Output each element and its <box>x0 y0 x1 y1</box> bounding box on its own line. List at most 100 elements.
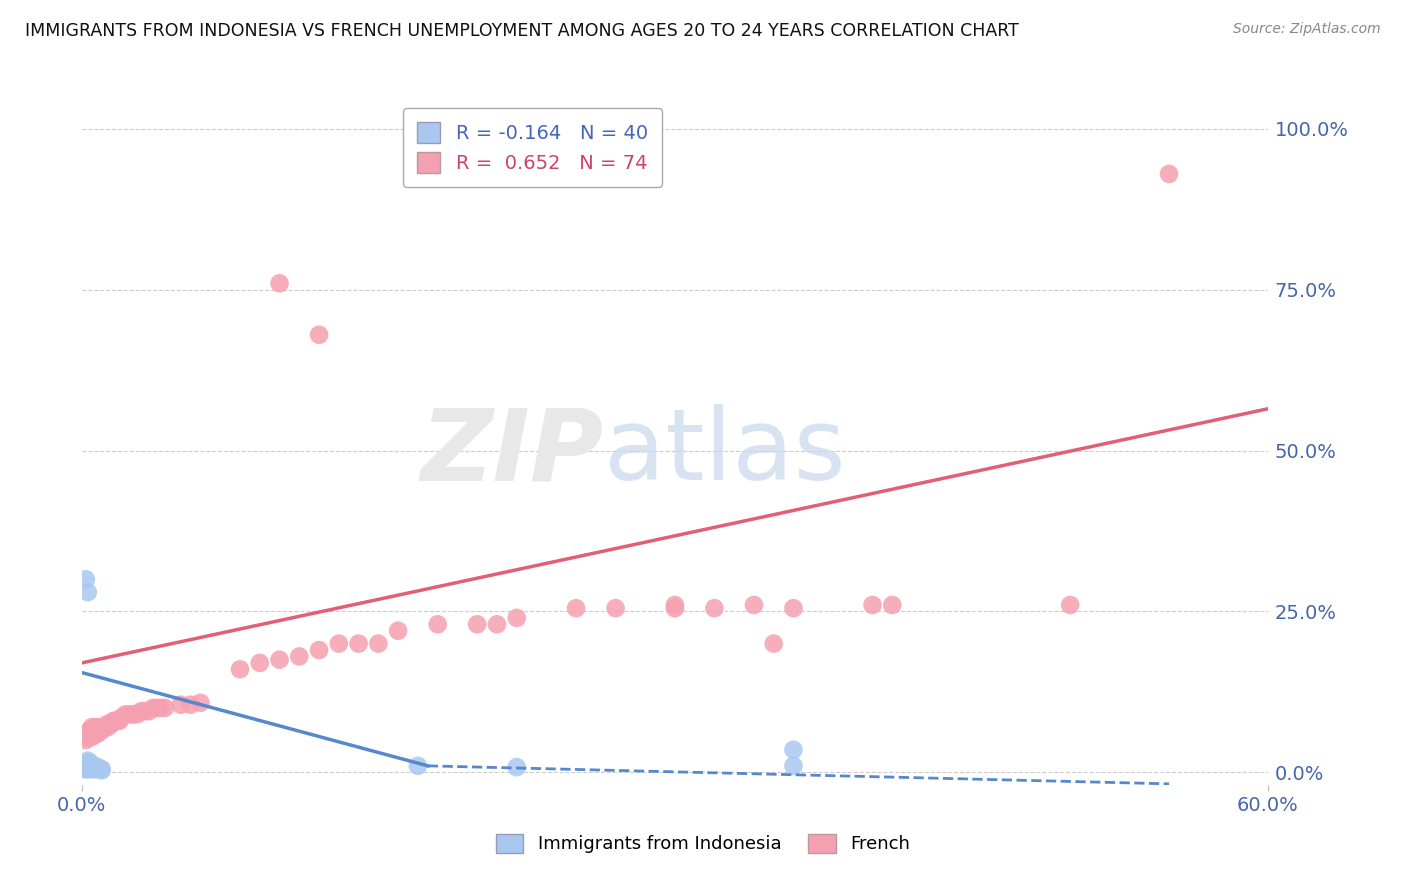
Point <box>86 760 108 774</box>
Point <box>153 701 176 715</box>
Point <box>90 723 112 738</box>
Point <box>76 730 98 744</box>
Point <box>79 762 101 776</box>
Legend: R = -0.164   N = 40, R =  0.652   N = 74: R = -0.164 N = 40, R = 0.652 N = 74 <box>404 109 662 186</box>
Point <box>406 759 429 773</box>
Point <box>782 601 804 615</box>
Point <box>75 757 97 772</box>
Point <box>142 701 165 715</box>
Point <box>93 720 115 734</box>
Point <box>80 760 103 774</box>
Point <box>180 698 202 712</box>
Point <box>79 723 101 738</box>
Point <box>103 714 125 728</box>
Point <box>269 653 291 667</box>
Point <box>506 760 529 774</box>
Point <box>170 698 193 712</box>
Point <box>86 762 108 776</box>
Point <box>308 327 330 342</box>
Point <box>94 720 117 734</box>
Point <box>134 704 156 718</box>
Point <box>90 764 112 778</box>
Point <box>1059 598 1081 612</box>
Point <box>882 598 904 612</box>
Point <box>288 649 311 664</box>
Point <box>84 727 107 741</box>
Point <box>80 759 103 773</box>
Point <box>75 756 97 771</box>
Point <box>79 757 101 772</box>
Point <box>742 598 765 612</box>
Text: Source: ZipAtlas.com: Source: ZipAtlas.com <box>1233 22 1381 37</box>
Point <box>80 757 103 772</box>
Point <box>83 725 105 739</box>
Point <box>269 277 291 291</box>
Point <box>249 656 271 670</box>
Point <box>146 701 169 715</box>
Point <box>762 637 785 651</box>
Text: atlas: atlas <box>603 404 845 501</box>
Point <box>122 707 145 722</box>
Point <box>73 760 96 774</box>
Point <box>79 727 101 741</box>
Point <box>75 760 97 774</box>
Point <box>86 723 108 738</box>
Point <box>782 743 804 757</box>
Point <box>664 601 686 615</box>
Point <box>89 723 111 738</box>
Point <box>75 759 97 773</box>
Point <box>76 762 98 776</box>
Point <box>190 696 212 710</box>
Point <box>76 756 98 770</box>
Point <box>76 759 98 773</box>
Point <box>118 707 141 722</box>
Point <box>80 727 103 741</box>
Point <box>83 728 105 742</box>
Text: ZIP: ZIP <box>420 404 603 501</box>
Point <box>76 585 98 599</box>
Point <box>86 720 108 734</box>
Point <box>73 757 96 772</box>
Point <box>367 637 389 651</box>
Point <box>76 754 98 768</box>
Point <box>229 662 252 676</box>
Point <box>83 759 105 773</box>
Point <box>605 601 627 615</box>
Point <box>76 760 98 774</box>
Point <box>90 762 112 776</box>
Point <box>308 643 330 657</box>
Point <box>76 757 98 772</box>
Point <box>79 756 101 770</box>
Point <box>114 707 136 722</box>
Point <box>83 760 105 774</box>
Point <box>83 762 105 776</box>
Legend: Immigrants from Indonesia, French: Immigrants from Indonesia, French <box>489 826 917 861</box>
Point <box>80 723 103 738</box>
Point <box>426 617 449 632</box>
Point <box>98 717 121 731</box>
Point <box>565 601 588 615</box>
Point <box>80 720 103 734</box>
Point <box>73 759 96 773</box>
Point <box>104 714 127 728</box>
Point <box>149 701 172 715</box>
Point <box>107 714 129 728</box>
Point <box>84 762 107 776</box>
Text: IMMIGRANTS FROM INDONESIA VS FRENCH UNEMPLOYMENT AMONG AGES 20 TO 24 YEARS CORRE: IMMIGRANTS FROM INDONESIA VS FRENCH UNEM… <box>25 22 1019 40</box>
Point <box>80 762 103 776</box>
Point <box>75 762 97 776</box>
Point <box>75 733 97 747</box>
Point <box>86 727 108 741</box>
Point <box>506 611 529 625</box>
Point <box>84 760 107 774</box>
Point <box>97 717 120 731</box>
Point <box>782 759 804 773</box>
Point <box>84 723 107 738</box>
Point <box>347 637 370 651</box>
Point <box>76 727 98 741</box>
Point <box>328 637 350 651</box>
Point <box>80 730 103 744</box>
Point <box>664 598 686 612</box>
Point <box>703 601 725 615</box>
Point <box>79 759 101 773</box>
